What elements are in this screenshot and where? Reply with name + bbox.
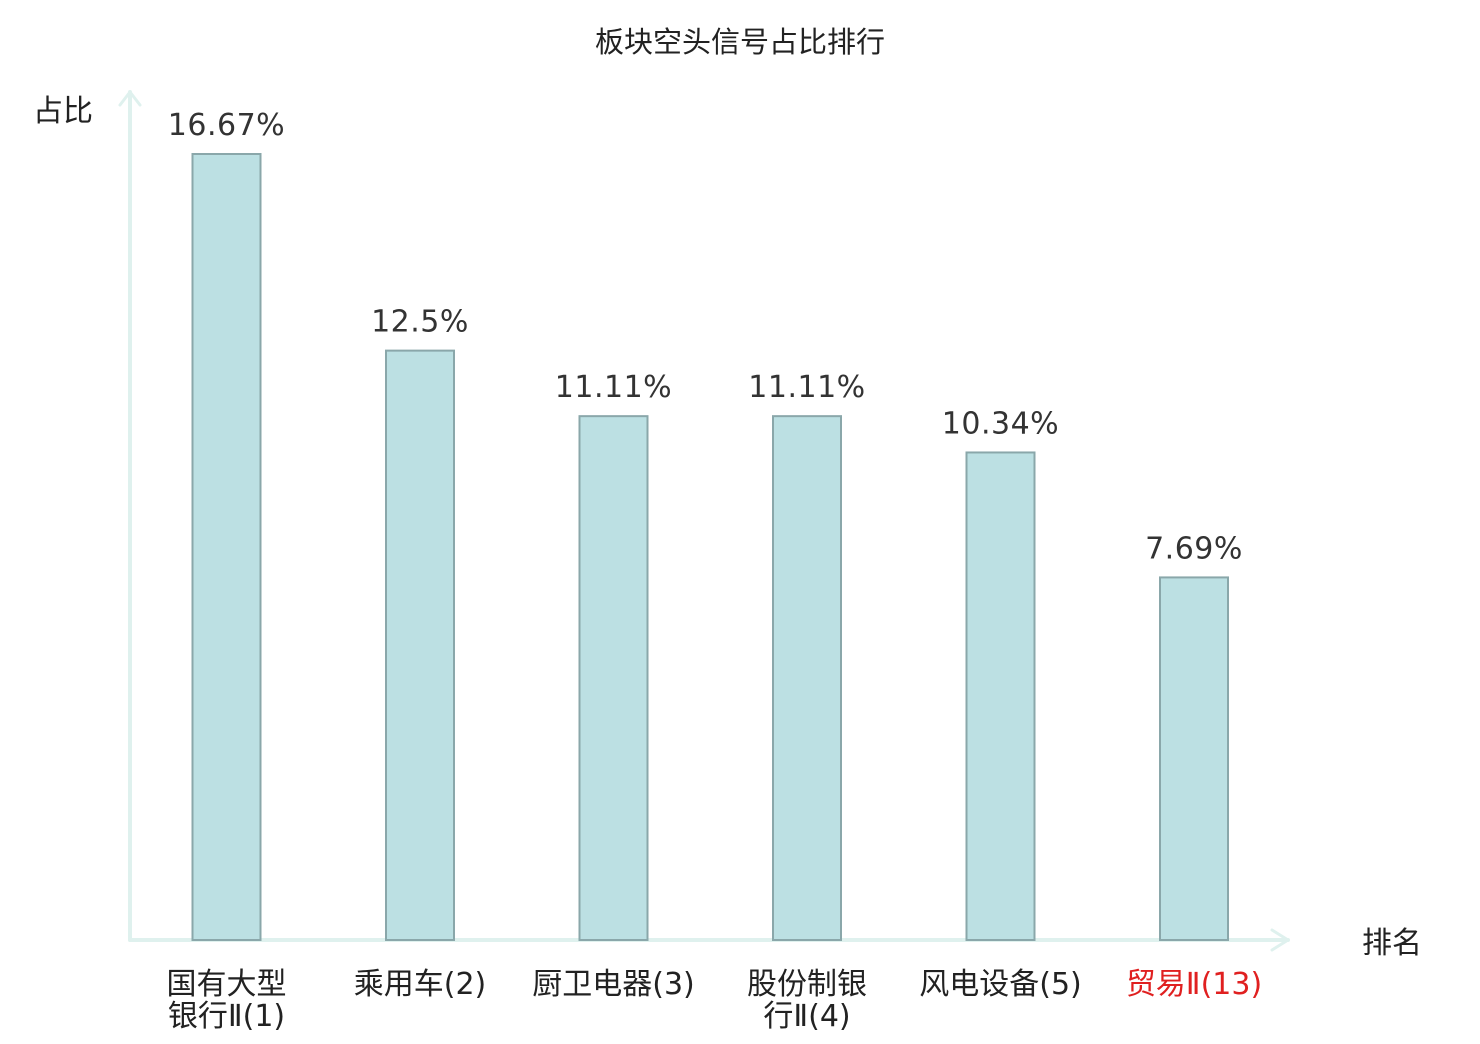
category-labels: 国有大型银行Ⅱ(1) 乘用车(2) 厨卫电器(3) 股份制银行Ⅱ(4) 风电设备(5) 贸… xyxy=(167,967,1263,1034)
value-label-3: 11.11% xyxy=(555,370,672,405)
axes xyxy=(118,90,1290,952)
x-axis-label: 排名 xyxy=(1362,926,1422,961)
value-label-6: 7.69% xyxy=(1145,531,1243,566)
category-label-2: 乘用车(2) xyxy=(354,967,487,1002)
value-label-4: 11.11% xyxy=(748,370,865,405)
bar-6 xyxy=(1159,576,1229,941)
value-labels: 16.67% 12.5% 11.11% 11.11% 10.34% 7.69% xyxy=(168,108,1243,566)
category-label-1: 国有大型银行Ⅱ(1) xyxy=(167,967,287,1034)
bars xyxy=(191,153,1229,942)
value-label-2: 12.5% xyxy=(371,305,469,340)
category-label-4: 股份制银行Ⅱ(4) xyxy=(747,967,867,1034)
bar-1 xyxy=(191,153,262,941)
bar-4 xyxy=(772,415,842,941)
bar-2 xyxy=(385,349,455,942)
chart-title: 板块空头信号占比排行 xyxy=(595,25,885,59)
value-label-1: 16.67% xyxy=(168,108,285,143)
category-label-6: 贸易Ⅱ(13) xyxy=(1126,967,1262,1002)
y-axis-arrow xyxy=(118,90,142,107)
category-label-5: 风电设备(5) xyxy=(919,967,1082,1002)
category-label-3: 厨卫电器(3) xyxy=(532,967,695,1002)
bar-3 xyxy=(578,415,649,941)
value-label-5: 10.34% xyxy=(942,406,1059,441)
x-axis-arrow xyxy=(1270,928,1290,952)
y-axis-label: 占比 xyxy=(33,94,93,129)
bar-5 xyxy=(965,451,1036,941)
